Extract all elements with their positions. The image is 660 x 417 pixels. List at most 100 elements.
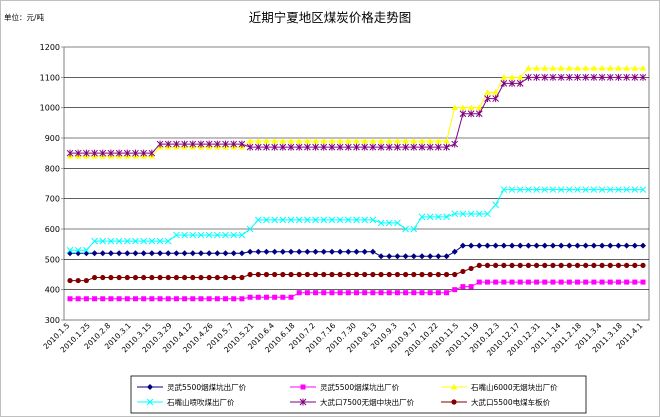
marker-square bbox=[247, 294, 253, 300]
marker-circle bbox=[157, 274, 163, 281]
marker-circle bbox=[312, 271, 319, 278]
marker-diamond bbox=[222, 250, 229, 257]
marker-x bbox=[173, 231, 180, 239]
marker-square bbox=[362, 290, 368, 296]
marker-x bbox=[459, 210, 467, 218]
marker-triangle bbox=[639, 65, 647, 71]
marker-square bbox=[132, 296, 138, 302]
marker-triangle bbox=[426, 137, 434, 144]
marker-circle bbox=[435, 271, 441, 278]
marker-diamond bbox=[148, 250, 155, 257]
marker-star bbox=[500, 79, 508, 87]
marker-star bbox=[263, 143, 270, 151]
marker-circle bbox=[206, 274, 212, 281]
marker-star bbox=[304, 143, 311, 151]
marker-square bbox=[427, 290, 433, 296]
marker-circle bbox=[272, 271, 278, 278]
marker-square bbox=[206, 296, 212, 302]
marker-star bbox=[299, 398, 307, 406]
marker-star bbox=[533, 73, 540, 81]
marker-circle bbox=[116, 274, 122, 281]
marker-star bbox=[254, 143, 262, 151]
marker-star bbox=[287, 143, 295, 151]
marker-x bbox=[189, 231, 197, 239]
marker-triangle bbox=[246, 137, 254, 144]
marker-diamond bbox=[255, 248, 262, 255]
marker-square bbox=[534, 279, 540, 285]
marker-circle bbox=[493, 262, 499, 268]
marker-square bbox=[263, 294, 269, 300]
legend-item: 石嘴山喷吹煤出厂价 bbox=[137, 397, 235, 407]
marker-diamond bbox=[99, 250, 106, 257]
marker-square bbox=[337, 290, 343, 296]
marker-triangle bbox=[336, 137, 344, 144]
marker-circle bbox=[542, 262, 548, 268]
marker-triangle bbox=[566, 65, 573, 71]
marker-square bbox=[116, 296, 122, 302]
marker-square bbox=[517, 279, 523, 285]
marker-diamond bbox=[197, 250, 204, 257]
marker-square bbox=[100, 296, 106, 302]
marker-diamond bbox=[443, 253, 450, 260]
marker-triangle bbox=[353, 137, 360, 144]
marker-circle bbox=[108, 274, 114, 281]
marker-circle bbox=[231, 274, 237, 281]
marker-diamond bbox=[590, 242, 597, 249]
marker-star bbox=[377, 143, 385, 151]
marker-star bbox=[451, 140, 459, 148]
marker-triangle bbox=[500, 74, 508, 80]
marker-circle bbox=[214, 274, 220, 281]
marker-triangle bbox=[541, 65, 548, 71]
marker-circle bbox=[550, 262, 556, 268]
marker-diamond bbox=[394, 253, 401, 260]
marker-diamond bbox=[107, 250, 114, 257]
marker-square bbox=[403, 290, 409, 296]
y-tick-label: 800 bbox=[45, 164, 60, 173]
legend-box bbox=[130, 375, 587, 414]
marker-diamond bbox=[476, 242, 483, 249]
marker-diamond bbox=[147, 384, 153, 390]
marker-x bbox=[639, 186, 647, 193]
marker-star bbox=[565, 73, 573, 81]
x-axis: 2010.1.52010.1.252010.2.82010.3.12010.3.… bbox=[41, 321, 644, 358]
legend: 灵武5500烟煤坑出厂价 灵武5500烟煤坑出厂价 石嘴山6000无烟块出厂价石嘴山… bbox=[137, 382, 558, 407]
marker-circle bbox=[411, 271, 417, 278]
marker-square bbox=[75, 296, 81, 302]
marker-circle bbox=[640, 262, 646, 268]
marker-square bbox=[583, 279, 589, 285]
marker-diamond bbox=[615, 242, 622, 249]
marker-triangle bbox=[574, 65, 581, 71]
marker-circle bbox=[574, 262, 581, 268]
marker-diamond bbox=[173, 250, 180, 257]
marker-triangle bbox=[508, 74, 516, 80]
marker-diamond bbox=[418, 253, 425, 260]
marker-triangle bbox=[345, 137, 352, 144]
marker-square bbox=[83, 296, 89, 302]
marker-circle bbox=[75, 277, 81, 284]
marker-circle bbox=[83, 277, 89, 284]
marker-circle bbox=[558, 262, 564, 268]
marker-square bbox=[67, 296, 73, 302]
marker-diamond bbox=[468, 242, 475, 249]
marker-diamond bbox=[541, 242, 548, 249]
marker-star bbox=[615, 73, 622, 81]
marker-circle bbox=[394, 271, 401, 278]
marker-star bbox=[156, 140, 164, 148]
marker-star bbox=[205, 140, 213, 148]
marker-diamond bbox=[271, 248, 278, 255]
marker-diamond bbox=[296, 248, 303, 255]
marker-circle bbox=[599, 262, 605, 268]
marker-star bbox=[197, 140, 205, 148]
legend-label: 石嘴山6000无烟块出厂价 bbox=[471, 382, 558, 392]
marker-triangle bbox=[386, 137, 393, 144]
marker-star bbox=[246, 143, 254, 151]
marker-square bbox=[239, 296, 245, 302]
marker-square bbox=[304, 290, 310, 296]
marker-circle bbox=[509, 262, 515, 268]
marker-diamond bbox=[140, 250, 147, 257]
y-tick-label: 700 bbox=[45, 195, 60, 204]
marker-circle bbox=[460, 268, 466, 275]
marker-x bbox=[99, 237, 107, 245]
chart-title: 近期宁夏地区煤炭价格走势图 bbox=[249, 10, 412, 25]
marker-x bbox=[451, 210, 459, 218]
